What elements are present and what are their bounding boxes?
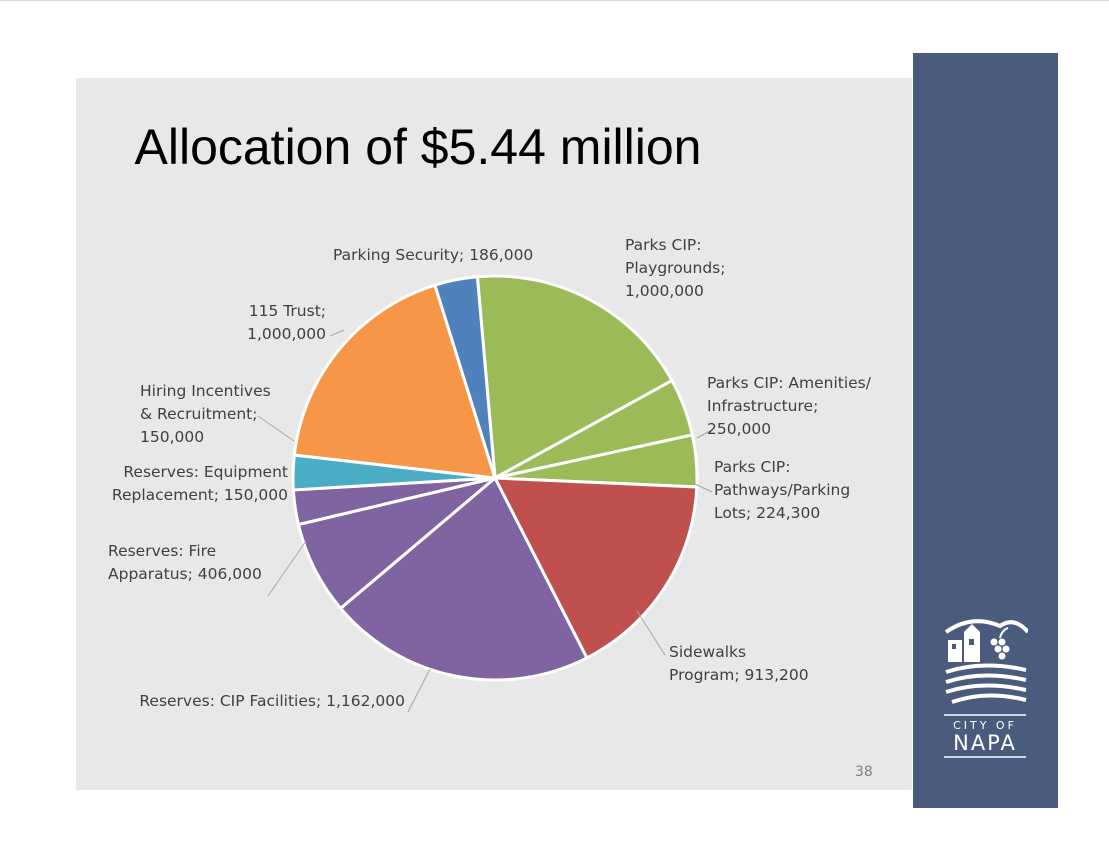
leader-line [636, 610, 666, 656]
leader-line [696, 429, 713, 439]
slice-label: Hiring Incentives & Recruitment; 150,000 [140, 382, 271, 446]
pie-slice [338, 475, 589, 682]
pie-slice [292, 283, 498, 480]
slice-label: Parks CIP: Amenities/Infrastructure; 250,… [707, 374, 872, 438]
slice-label: Reserves: CIP Facilities; 1,162,000 [139, 692, 405, 710]
top-border [0, 0, 1109, 1]
slice-label: 115 Trust; 1,000,000 [247, 302, 326, 343]
slice-label: Reserves: Fire Apparatus; 406,000 [108, 542, 262, 583]
pie-slice [433, 275, 497, 479]
page-number: 38 [855, 764, 873, 780]
city-of-napa-logo-icon [944, 619, 1028, 758]
slide-title: Allocation of $5.44 million [134, 119, 702, 175]
logo-text-napa: NAPA [953, 731, 1017, 755]
leader-line [694, 483, 713, 493]
pie-slice [492, 476, 699, 660]
slice-label: Parks CIP: Pathways/Parking Lots; 224,300 [714, 458, 850, 522]
slice-label: Reserves: Equipment Replacement; 150,000 [112, 463, 288, 504]
slice-label: Sidewalks Program; 913,200 [669, 643, 809, 684]
slice-label: Parks CIP: Playgrounds; 1,000,000 [625, 236, 725, 300]
leader-line [257, 415, 295, 442]
sidebar-panel [913, 53, 1058, 808]
slice-label: Parking Security; 186,000 [333, 246, 533, 264]
logo-text-city-of: CITY OF [953, 719, 1017, 732]
leader-line [267, 540, 307, 597]
leader-line [329, 329, 345, 337]
pie-slice [475, 274, 674, 481]
leader-line [407, 668, 431, 713]
